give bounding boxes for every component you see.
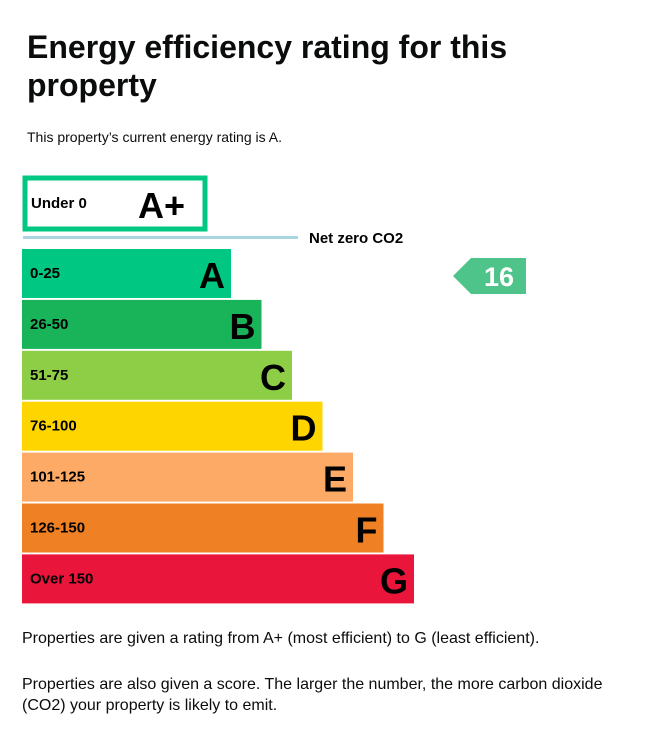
band-range-label: 0-25 (30, 265, 60, 282)
band-range-label: 101-125 (30, 469, 85, 486)
band-range-label: 26-50 (30, 316, 68, 333)
rating-explanation: Properties are given a rating from A+ (m… (22, 630, 540, 647)
score-explanation: Properties are also given a score. The l… (22, 676, 603, 714)
band-bar-g (22, 554, 414, 604)
band-letter: D (291, 408, 317, 449)
band-letter: B (230, 306, 256, 347)
aplus-letter: A+ (138, 185, 185, 226)
band-letter: A (199, 255, 225, 296)
band-range-label: 126-150 (30, 520, 85, 537)
band-letter: C (260, 357, 286, 398)
band-letter: E (323, 459, 347, 500)
current-rating-marker (453, 258, 526, 294)
aplus-band (22, 175, 208, 232)
band-bar-f (22, 503, 384, 553)
band-letter: G (380, 560, 408, 601)
net-zero-label: Net zero CO2 (309, 230, 403, 247)
band-letter: F (356, 510, 378, 551)
band-range-label: Over 150 (30, 570, 93, 587)
energy-rating-chart: Under 0 A+ Net zero CO2 0-25 A 26-50 B 51-75 C 76… (22, 175, 526, 604)
band-bar-a (22, 249, 231, 298)
page-title: Energy efficiency rating for this proper… (27, 29, 508, 103)
band-bar-b (22, 299, 262, 349)
band-bar-d (22, 401, 323, 451)
aplus-range-label: Under 0 (31, 195, 87, 212)
band-range-label: 51-75 (30, 367, 68, 384)
current-rating-text: This property’s current energy rating is… (27, 129, 282, 145)
band-range-label: 76-100 (30, 418, 77, 435)
current-score: 16 (484, 262, 514, 292)
net-zero-line (23, 236, 298, 239)
band-bar-e (22, 452, 353, 502)
band-bar-c (22, 350, 292, 400)
